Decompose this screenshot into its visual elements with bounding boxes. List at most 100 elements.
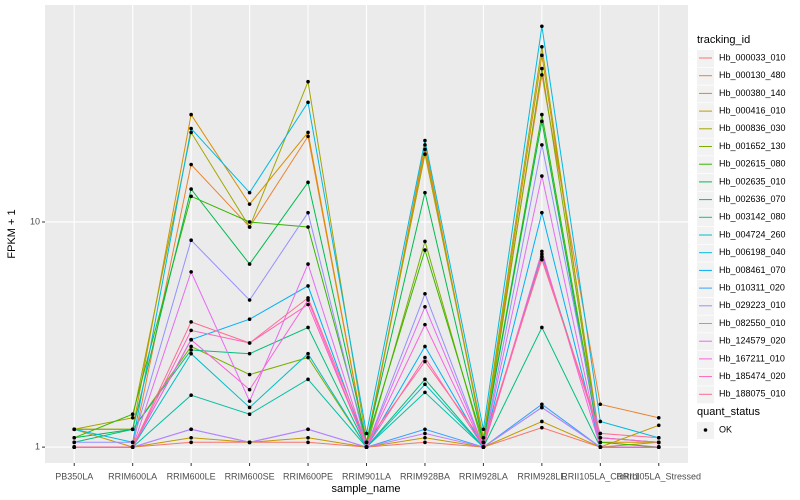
point — [481, 440, 486, 445]
legend-label: Hb_008461_070 — [719, 265, 786, 275]
x-tick-label: RRIM600LE — [167, 471, 216, 481]
point — [423, 322, 427, 327]
point — [247, 440, 252, 445]
point — [247, 405, 252, 410]
legend-label: OK — [719, 424, 732, 434]
point — [247, 317, 252, 321]
point — [247, 341, 252, 345]
point — [540, 44, 544, 49]
point — [189, 348, 193, 352]
point — [540, 66, 544, 71]
point — [247, 372, 252, 377]
point — [540, 53, 544, 58]
y-axis-title: FPKM + 1 — [6, 209, 18, 258]
point — [247, 399, 252, 403]
x-tick-label: RRIM928LA — [459, 471, 508, 481]
point — [247, 190, 252, 195]
legend-label: Hb_029223_010 — [719, 300, 786, 310]
point — [364, 431, 369, 436]
point — [306, 284, 310, 288]
point — [247, 387, 252, 392]
point — [72, 435, 77, 440]
point — [189, 427, 193, 432]
point — [423, 440, 427, 445]
point — [598, 431, 603, 436]
legend-key — [697, 244, 714, 262]
point — [364, 440, 369, 445]
point — [656, 415, 661, 420]
point — [130, 412, 135, 417]
legend-label: Hb_000836_030 — [719, 123, 786, 133]
point — [423, 344, 427, 349]
point — [189, 435, 193, 440]
point — [540, 405, 544, 410]
point — [189, 440, 193, 445]
legend-label: Hb_082550_010 — [719, 318, 786, 328]
legend-label: Hb_000416_010 — [719, 105, 786, 115]
point — [656, 445, 661, 449]
legend-label: Hb_002635_010 — [719, 176, 786, 186]
point — [306, 100, 310, 105]
point — [189, 328, 193, 333]
point — [423, 382, 427, 387]
point — [423, 143, 427, 147]
point — [306, 377, 310, 382]
point — [656, 435, 661, 440]
point — [540, 210, 544, 215]
point — [247, 202, 252, 206]
point — [540, 257, 544, 262]
point — [540, 73, 544, 77]
point — [540, 24, 544, 29]
point — [306, 79, 310, 84]
legend-label: Hb_003142_080 — [719, 212, 786, 222]
point — [423, 304, 427, 309]
point — [306, 427, 310, 432]
point — [306, 355, 310, 360]
point — [423, 147, 427, 152]
point — [423, 359, 427, 364]
point — [423, 427, 427, 432]
point — [130, 445, 135, 449]
y-tick-label: 1 — [35, 441, 40, 451]
point — [130, 440, 135, 445]
legend-label: Hb_000380_140 — [719, 88, 786, 98]
point — [306, 440, 310, 445]
point — [481, 435, 486, 440]
point — [247, 351, 252, 356]
legend-point — [703, 428, 708, 432]
x-tick-label: RRIM901LA — [342, 471, 391, 481]
point — [598, 419, 603, 424]
point — [189, 337, 193, 342]
point — [540, 252, 544, 256]
x-tick-label: PB350LA — [55, 471, 93, 481]
point — [481, 427, 486, 432]
point — [189, 187, 193, 191]
point — [364, 445, 369, 449]
point — [540, 425, 544, 430]
point — [540, 112, 544, 117]
x-tick-label: RRII105LA_Control — [561, 471, 639, 481]
point — [189, 126, 193, 131]
point — [306, 130, 310, 135]
point — [540, 143, 544, 147]
x-tick-label: RRII105LA_Stressed — [616, 471, 701, 481]
point — [247, 262, 252, 266]
legend-label: Hb_167211_010 — [719, 353, 785, 363]
point — [423, 390, 427, 395]
x-tick-label: RRIM928BA — [400, 471, 450, 481]
legend-label: Hb_010311_020 — [719, 282, 785, 292]
point — [189, 344, 193, 349]
legend-label: Hb_000130_480 — [719, 70, 786, 80]
point — [306, 351, 310, 356]
point — [423, 435, 427, 440]
y-tick-label: 10 — [30, 216, 40, 226]
point — [540, 249, 544, 254]
legend-title: tracking_id — [697, 34, 750, 46]
legend-label: Hb_004724_260 — [719, 229, 786, 239]
point — [189, 270, 193, 274]
point — [423, 291, 427, 296]
point — [72, 427, 77, 432]
point — [598, 435, 603, 440]
point — [423, 152, 427, 157]
